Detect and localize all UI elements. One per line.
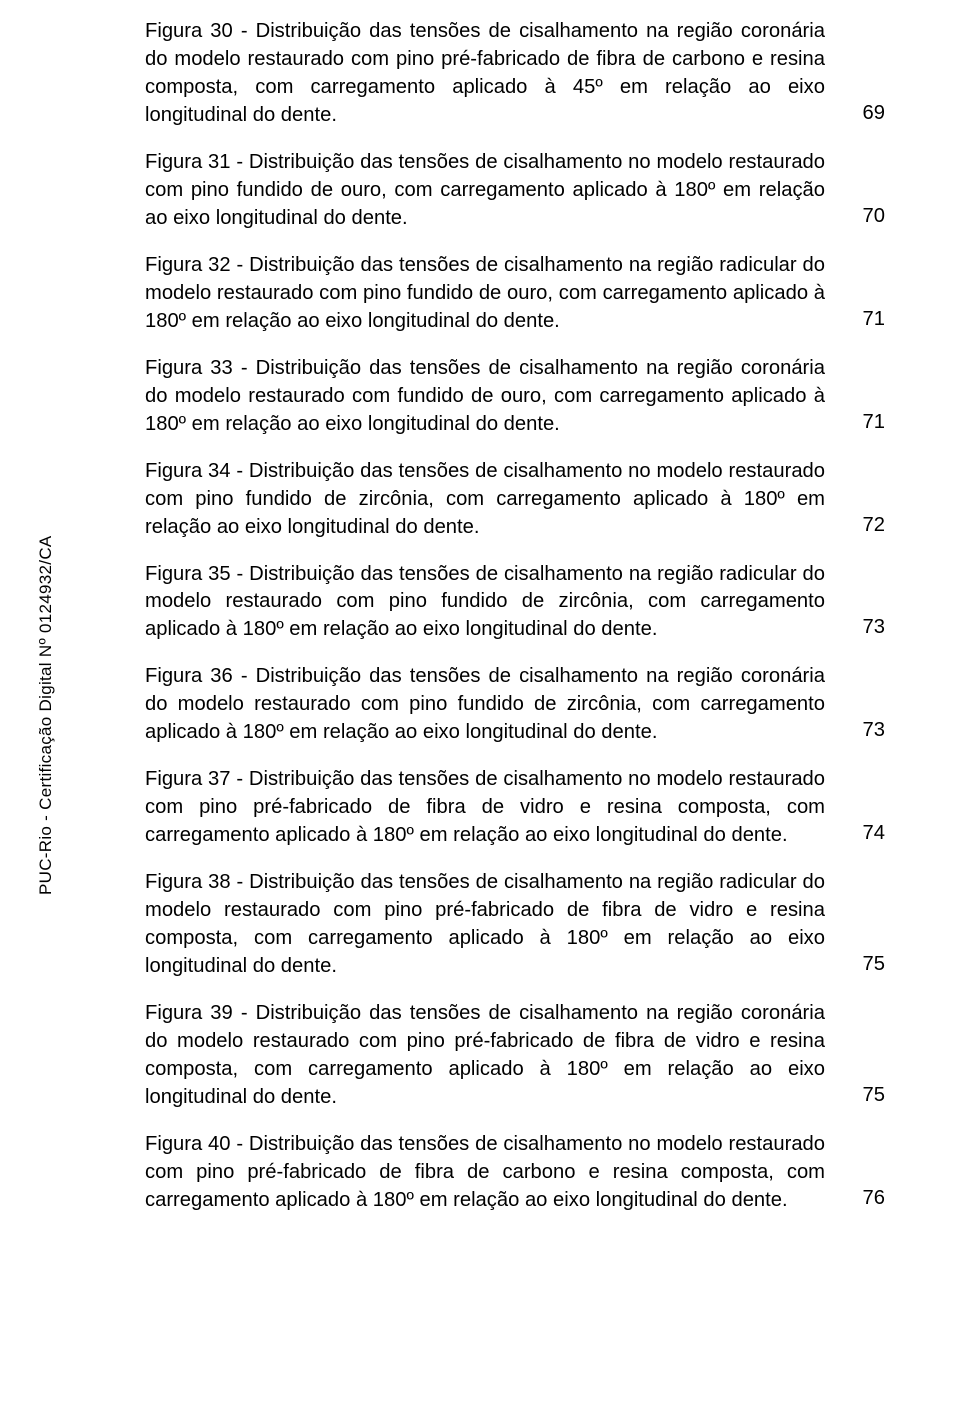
- figure-page-number: 71: [839, 409, 885, 439]
- list-of-figures: Figura 30 - Distribuição das tensões de …: [145, 18, 885, 1234]
- figure-entry: Figura 35 - Distribuição das tensões de …: [145, 561, 885, 645]
- figure-entry: Figura 31 - Distribuição das tensões de …: [145, 149, 885, 233]
- figure-caption: Figura 32 - Distribuição das tensões de …: [145, 252, 825, 336]
- figure-caption: Figura 40 - Distribuição das tensões de …: [145, 1131, 825, 1215]
- figure-page-number: 75: [839, 1082, 885, 1112]
- figure-page-number: 70: [839, 203, 885, 233]
- figure-page-number: 75: [839, 951, 885, 981]
- figure-caption: Figura 33 - Distribuição das tensões de …: [145, 355, 825, 439]
- figure-entry: Figura 38 - Distribuição das tensões de …: [145, 869, 885, 981]
- figure-entry: Figura 40 - Distribuição das tensões de …: [145, 1131, 885, 1215]
- figure-entry: Figura 39 - Distribuição das tensões de …: [145, 1000, 885, 1112]
- figure-caption: Figura 34 - Distribuição das tensões de …: [145, 458, 825, 542]
- certification-sidebar: PUC-Rio - Certificação Digital Nº 012493…: [36, 535, 56, 895]
- figure-caption: Figura 38 - Distribuição das tensões de …: [145, 869, 825, 981]
- figure-entry: Figura 32 - Distribuição das tensões de …: [145, 252, 885, 336]
- figure-page-number: 73: [839, 614, 885, 644]
- figure-caption: Figura 35 - Distribuição das tensões de …: [145, 561, 825, 645]
- figure-caption: Figura 30 - Distribuição das tensões de …: [145, 18, 825, 130]
- figure-page-number: 73: [839, 717, 885, 747]
- figure-caption: Figura 36 - Distribuição das tensões de …: [145, 663, 825, 747]
- figure-entry: Figura 33 - Distribuição das tensões de …: [145, 355, 885, 439]
- figure-page-number: 69: [839, 100, 885, 130]
- figure-entry: Figura 30 - Distribuição das tensões de …: [145, 18, 885, 130]
- figure-page-number: 74: [839, 820, 885, 850]
- figure-caption: Figura 31 - Distribuição das tensões de …: [145, 149, 825, 233]
- figure-page-number: 72: [839, 512, 885, 542]
- figure-page-number: 76: [839, 1185, 885, 1215]
- figure-entry: Figura 37 - Distribuição das tensões de …: [145, 766, 885, 850]
- figure-entry: Figura 34 - Distribuição das tensões de …: [145, 458, 885, 542]
- document-page: PUC-Rio - Certificação Digital Nº 012493…: [0, 0, 960, 1426]
- figure-caption: Figura 37 - Distribuição das tensões de …: [145, 766, 825, 850]
- figure-entry: Figura 36 - Distribuição das tensões de …: [145, 663, 885, 747]
- figure-caption: Figura 39 - Distribuição das tensões de …: [145, 1000, 825, 1112]
- figure-page-number: 71: [839, 306, 885, 336]
